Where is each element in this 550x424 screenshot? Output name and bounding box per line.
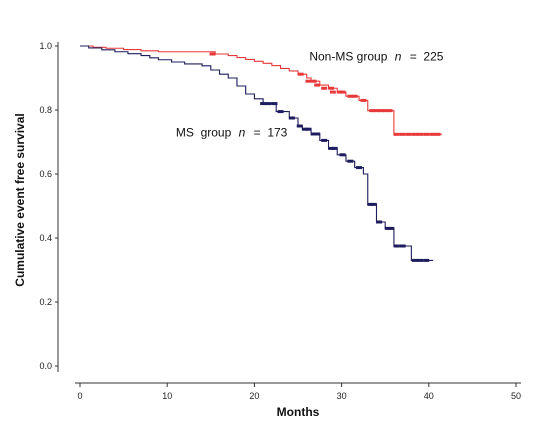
annotation-non-ms-label: Non-MS group <box>309 49 387 63</box>
x-tick-label: 40 <box>424 391 434 401</box>
y-tick-label: 0.0 <box>39 361 52 371</box>
series-layer <box>80 45 442 262</box>
y-tick-label: 0.8 <box>39 105 52 115</box>
x-tick-label: 20 <box>249 391 259 401</box>
x-tick-label: 10 <box>162 391 172 401</box>
y-axis-ticks: 0.0 0.2 0.4 0.6 0.8 1.0 <box>39 41 58 371</box>
x-axis-ticks: 0 10 20 30 40 50 <box>77 383 521 401</box>
y-tick-label: 0.2 <box>39 297 52 307</box>
axes: 0.0 0.2 0.4 0.6 0.8 1.0 0 10 20 30 40 50 Months Cu… <box>13 41 521 419</box>
y-axis-title: Cumulative event free survival <box>13 113 27 286</box>
annotation-non-ms-count: = 225 <box>410 49 444 63</box>
annotations: Non-MS group n = 225 MS group n = 173 <box>176 49 444 139</box>
x-tick-label: 50 <box>511 391 521 401</box>
y-tick-label: 1.0 <box>39 41 52 51</box>
annotation-ms: MS group n = 173 <box>176 126 288 140</box>
annotation-ms-label: MS group <box>176 126 232 140</box>
series-ms <box>80 45 434 262</box>
annotation-non-ms-n-symbol: n <box>395 49 402 63</box>
y-tick-label: 0.6 <box>39 169 52 179</box>
series-non-ms <box>80 45 442 136</box>
annotation-ms-count: = 173 <box>254 126 288 140</box>
x-axis-title: Months <box>277 405 320 419</box>
x-tick-label: 30 <box>337 391 347 401</box>
y-tick-label: 0.4 <box>39 233 52 243</box>
x-tick-label: 0 <box>77 391 82 401</box>
annotation-non-ms: Non-MS group n = 225 <box>309 49 443 63</box>
survival-curve-ms <box>80 45 434 261</box>
annotation-ms-n-symbol: n <box>239 126 246 140</box>
